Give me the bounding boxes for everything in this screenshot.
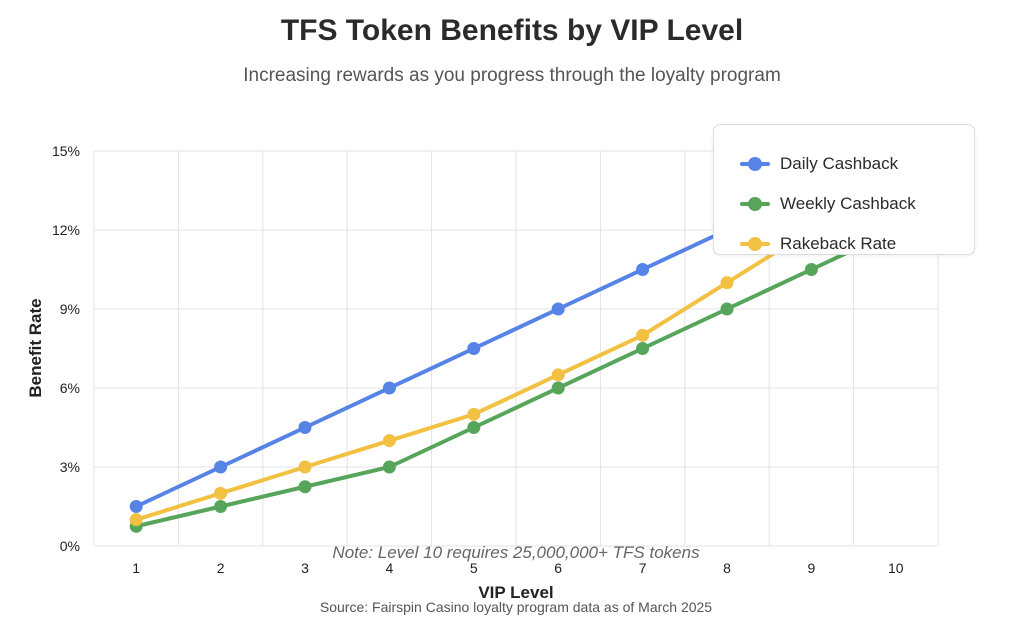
x-tick-label: 6 [554,560,562,576]
chart-subtitle: Increasing rewards as you progress throu… [243,65,781,86]
data-point[interactable] [804,263,818,276]
data-point[interactable] [214,460,228,474]
x-tick-label: 2 [217,560,225,576]
legend-swatch [740,152,770,176]
y-tick-label: 15% [52,143,80,159]
legend-item-weekly-cashback[interactable]: Weekly Cashback [740,192,916,216]
data-point[interactable] [636,342,650,355]
x-tick-label: 5 [470,560,478,576]
y-tick-label: 3% [60,459,80,475]
x-axis-label: VIP Level [478,583,553,602]
x-tick-label: 9 [808,560,816,576]
legend-label: Daily Cashback [780,154,899,173]
legend-label: Rakeback Rate [780,234,897,253]
y-tick-label: 0% [60,538,80,554]
data-point[interactable] [636,328,650,342]
data-point[interactable] [129,513,143,527]
data-point[interactable] [636,263,650,276]
y-axis-label: Benefit Rate [26,298,45,397]
data-point[interactable] [129,500,143,513]
data-point[interactable] [214,500,228,513]
data-point[interactable] [467,407,481,421]
source-note: Source: Fairspin Casino loyalty program … [319,599,713,615]
x-tick-label: 7 [639,560,647,576]
x-tick-label: 8 [723,560,731,576]
y-tick-label: 12% [52,222,80,238]
data-point[interactable] [214,486,228,500]
data-point[interactable] [298,421,312,434]
data-point[interactable] [720,276,734,290]
chart-title: TFS Token Benefits by VIP Level [280,14,744,47]
series-line [134,228,898,529]
y-tick-label: 6% [60,380,80,396]
legend-item-daily-cashback[interactable]: Daily Cashback [740,152,898,176]
data-point[interactable] [382,434,396,448]
data-point[interactable] [551,381,565,395]
y-axis-ticks: 0% 3% 6% 9% 12% 15% [52,143,80,554]
data-point[interactable] [551,302,565,316]
data-point[interactable] [467,421,481,434]
legend-swatch [740,192,770,216]
data-point[interactable] [298,460,312,474]
x-tick-label: 1 [132,560,140,576]
grid [93,150,939,547]
data-point[interactable] [551,368,565,382]
x-tick-label: 3 [301,560,309,576]
data-point[interactable] [382,381,396,395]
y-tick-label: 9% [60,301,80,317]
data-point[interactable] [720,302,734,316]
annotation-note: Note: Level 10 requires 25,000,000+ TFS … [332,543,700,562]
legend: Daily Cashback Weekly Cashback Rakeback … [713,124,975,255]
x-tick-label: 10 [888,560,904,576]
series-line [134,151,898,522]
x-tick-label: 4 [386,560,394,576]
legend-label: Weekly Cashback [780,194,916,213]
x-axis-ticks: 1 2 3 4 5 6 7 8 9 10 [132,560,903,576]
legend-swatch [740,232,770,256]
data-point[interactable] [382,460,396,474]
legend-item-rakeback-rate[interactable]: Rakeback Rate [740,232,896,256]
data-point[interactable] [467,342,481,355]
data-point[interactable] [298,480,312,494]
